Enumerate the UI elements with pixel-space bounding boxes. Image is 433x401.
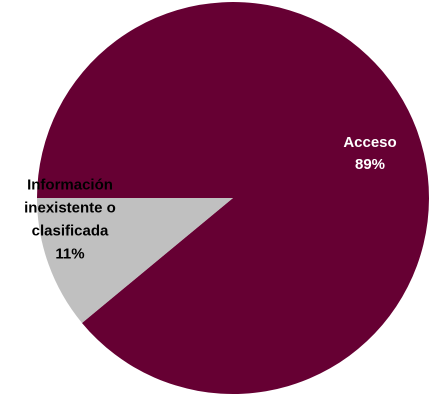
slice-category-label: Acceso — [343, 134, 396, 151]
pie-slices — [37, 2, 429, 395]
pie-slice-label-1: Información inexistente o clasificada 11% — [24, 177, 116, 263]
pie-slice-0 — [37, 2, 429, 395]
slice-category-label: Información — [27, 177, 113, 194]
slice-category-label: inexistente o — [24, 200, 116, 217]
slice-category-label: clasificada — [32, 223, 109, 240]
pie-slice-1 — [37, 198, 233, 323]
pie-labels: Acceso 89% Información inexistente o clasifi… — [24, 134, 397, 263]
slice-value-label: 11% — [55, 246, 84, 263]
slice-value-label: 89% — [355, 156, 385, 173]
pie-slice-label-0: Acceso 89% — [343, 134, 396, 173]
